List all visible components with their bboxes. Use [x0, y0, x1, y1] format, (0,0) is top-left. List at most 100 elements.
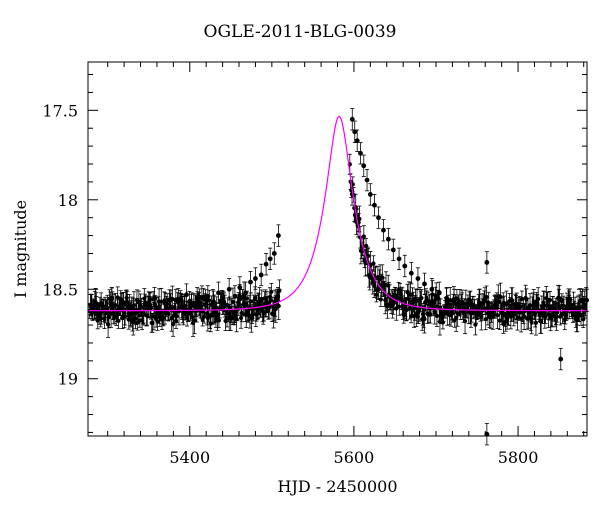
- marker: [349, 116, 355, 122]
- marker: [124, 302, 130, 308]
- chart-title: OGLE-2011-BLG-0039: [203, 22, 397, 42]
- marker: [357, 216, 362, 222]
- data-point: [152, 287, 157, 310]
- data-point: [216, 281, 221, 304]
- marker: [205, 294, 211, 299]
- y-tick-label: 17.5: [42, 101, 78, 120]
- data-point: [415, 267, 421, 290]
- marker: [372, 202, 377, 208]
- marker: [415, 276, 421, 281]
- marker: [113, 302, 118, 308]
- marker: [402, 263, 408, 269]
- data-point: [408, 262, 414, 285]
- marker: [510, 298, 515, 303]
- data-point: [361, 225, 366, 248]
- marker: [559, 299, 564, 304]
- y-tick-label: 18: [58, 191, 78, 210]
- marker: [269, 289, 274, 294]
- marker: [496, 299, 502, 304]
- x-tick-label: 5600: [334, 448, 375, 467]
- marker: [263, 261, 269, 267]
- marker: [455, 311, 460, 316]
- marker: [378, 297, 383, 302]
- marker: [547, 297, 553, 303]
- y-tick-label: 18.5: [42, 280, 78, 299]
- data-point: [226, 278, 232, 301]
- marker: [237, 285, 243, 290]
- marker: [484, 260, 490, 265]
- marker: [273, 306, 278, 312]
- data-point: [221, 292, 226, 315]
- data-point: [578, 305, 584, 326]
- data-point: [191, 292, 196, 313]
- data-point: [371, 255, 376, 272]
- data-point: [436, 281, 442, 304]
- marker: [354, 138, 360, 144]
- marker: [385, 236, 391, 242]
- marker: [495, 313, 500, 318]
- marker: [434, 313, 440, 318]
- marker: [436, 296, 441, 301]
- x-tick-label: 5400: [169, 448, 210, 467]
- data-point: [357, 205, 362, 233]
- data-point: [503, 311, 508, 332]
- marker: [174, 314, 179, 319]
- marker: [179, 304, 184, 310]
- data-point: [429, 278, 435, 301]
- marker: [184, 292, 189, 298]
- marker: [358, 150, 363, 156]
- marker: [411, 300, 416, 305]
- model-curve: [88, 115, 587, 312]
- marker: [500, 301, 506, 306]
- data-point: [157, 301, 162, 324]
- data-point: [243, 281, 248, 304]
- marker: [361, 234, 366, 239]
- marker: [432, 310, 437, 315]
- data-point: [248, 270, 253, 294]
- data-point: [352, 120, 358, 143]
- data-point: [258, 263, 264, 287]
- marker: [374, 292, 379, 297]
- marker: [252, 295, 258, 301]
- data-point: [189, 294, 194, 317]
- data-point: [194, 287, 200, 310]
- marker: [271, 251, 277, 256]
- data-point: [361, 154, 367, 177]
- marker: [189, 302, 194, 308]
- data-point: [263, 253, 269, 276]
- marker: [98, 301, 104, 306]
- data-point: [451, 288, 457, 312]
- marker: [533, 311, 538, 316]
- data-point: [102, 308, 107, 330]
- marker: [109, 295, 115, 301]
- marker: [539, 318, 544, 324]
- marker: [162, 301, 168, 306]
- y-tick-label: 19: [58, 370, 78, 389]
- axis-ticks-layer: [88, 62, 587, 436]
- marker: [517, 304, 523, 310]
- marker: [371, 261, 376, 266]
- data-point: [422, 272, 427, 296]
- data-point: [358, 142, 363, 165]
- axis-labels-layer: 5400 5600 5800 17.5 18 18.5 19: [42, 101, 538, 467]
- marker: [554, 314, 559, 319]
- marker: [533, 302, 539, 308]
- data-point: [211, 290, 216, 313]
- data-point: [454, 304, 459, 332]
- data-point: [539, 308, 544, 334]
- marker: [152, 295, 157, 301]
- marker: [157, 310, 162, 315]
- marker: [116, 318, 121, 323]
- data-point: [267, 247, 273, 270]
- marker: [276, 303, 281, 309]
- marker: [221, 301, 226, 306]
- marker: [120, 315, 125, 321]
- marker: [276, 233, 281, 238]
- data-point: [476, 294, 482, 317]
- data-point: [367, 183, 373, 206]
- y-axis-label: I magnitude: [11, 200, 30, 298]
- marker: [444, 295, 450, 301]
- x-tick-label: 5800: [498, 448, 539, 467]
- data-point: [492, 296, 498, 319]
